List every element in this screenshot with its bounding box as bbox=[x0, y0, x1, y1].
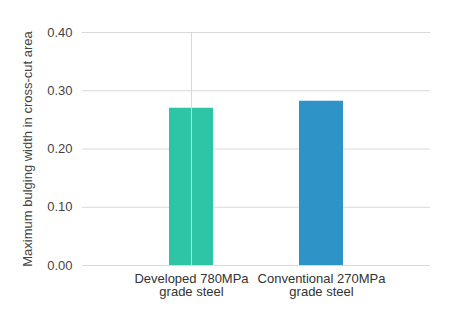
svg-text:0.30: 0.30 bbox=[47, 83, 72, 98]
svg-text:0.20: 0.20 bbox=[47, 141, 72, 156]
svg-text:Maximum bulging width in cross: Maximum bulging width in cross-cut area bbox=[20, 30, 35, 266]
svg-text:Conventional 270MPagrade steel: Conventional 270MPagrade steel bbox=[258, 271, 387, 299]
svg-text:Developed 780MPagrade steel: Developed 780MPagrade steel bbox=[134, 271, 249, 299]
svg-text:0.40: 0.40 bbox=[47, 25, 72, 40]
svg-text:0.10: 0.10 bbox=[47, 199, 72, 214]
svg-text:0.00: 0.00 bbox=[47, 258, 72, 273]
